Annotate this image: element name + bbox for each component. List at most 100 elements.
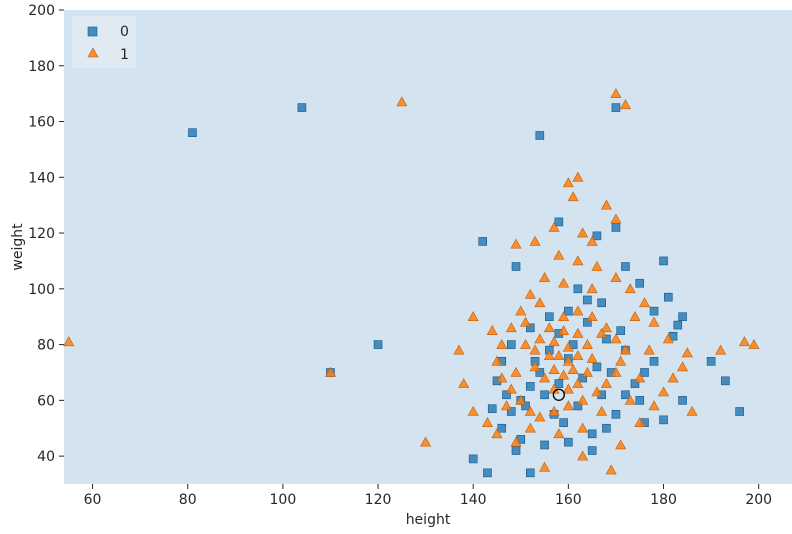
point-series-1 (548, 336, 560, 347)
y-tick-label: 180 (28, 59, 55, 75)
legend-label-0: 0 (120, 24, 129, 40)
point-series-0 (602, 423, 611, 433)
x-tick-label: 160 (555, 492, 582, 508)
point-series-1 (572, 255, 584, 266)
point-series-1 (548, 364, 560, 374)
point-series-1 (524, 405, 536, 416)
point-series-1 (624, 283, 636, 294)
point-series-0 (506, 340, 516, 349)
point-series-0 (602, 334, 611, 344)
point-series-1 (567, 364, 579, 374)
point-series-1 (505, 322, 517, 333)
point-series-1 (467, 405, 479, 416)
point-series-0 (468, 454, 478, 464)
point-series-0 (583, 317, 592, 327)
point-series-1 (624, 394, 636, 405)
point-series-1 (686, 405, 698, 416)
point-series-0 (545, 312, 554, 322)
x-tick-label: 60 (84, 492, 102, 508)
point-series-0 (526, 468, 535, 478)
point-series-1 (586, 352, 598, 363)
point-series-0 (559, 418, 568, 427)
point-series-1 (548, 221, 560, 232)
point-series-1 (572, 305, 584, 316)
point-series-1 (581, 338, 593, 349)
point-series-0 (573, 401, 583, 411)
point-series-1 (634, 417, 646, 427)
point-series-0 (592, 362, 602, 372)
point-series-1 (458, 378, 470, 388)
annotation-group (552, 388, 565, 401)
point-series-1 (681, 347, 693, 358)
point-series-1 (648, 316, 660, 327)
x-tick-label: 100 (270, 492, 297, 508)
point-series-1 (558, 277, 570, 288)
y-tick-label: 40 (37, 449, 55, 465)
x-tick-label: 140 (460, 492, 487, 508)
point-series-1 (600, 199, 612, 210)
point-series-1 (577, 394, 589, 405)
point-series-0 (540, 390, 549, 400)
point-series-1 (615, 355, 627, 366)
point-series-0 (621, 390, 630, 400)
point-series-1 (586, 311, 598, 322)
point-series-0 (487, 404, 497, 414)
legend-marker-triangle (87, 47, 99, 58)
point-series-1 (586, 235, 598, 246)
highlight-circle-marker (552, 388, 565, 401)
point-series-1 (567, 191, 579, 202)
legend-entry-1: 1 (87, 47, 129, 63)
point-series-0 (592, 231, 602, 241)
point-series-1 (562, 400, 574, 411)
point-series-1 (715, 344, 727, 355)
point-series-0 (297, 103, 307, 112)
point-series-0 (583, 295, 592, 305)
point-series-1 (515, 394, 527, 405)
y-tick-label: 160 (28, 115, 55, 131)
point-series-1 (610, 272, 622, 282)
y-tick-label: 120 (28, 226, 55, 242)
x-axis-title: height (406, 512, 451, 528)
point-series-1 (529, 344, 541, 355)
point-series-1 (600, 378, 612, 388)
point-series-1 (515, 305, 527, 316)
point-series-1 (524, 422, 536, 433)
point-series-1 (324, 366, 336, 377)
x-tick-group: 60 80 100 120 140 160 180 200 (84, 484, 772, 508)
point-series-1 (491, 428, 503, 439)
y-tick-label: 140 (28, 170, 55, 186)
data-points (63, 88, 760, 478)
point-series-0 (621, 262, 630, 271)
y-tick-label: 200 (28, 3, 55, 19)
point-series-1 (420, 436, 432, 447)
point-series-1 (577, 227, 589, 238)
legend-entry-0: 0 (87, 24, 129, 40)
point-series-1 (629, 311, 641, 322)
point-series-0 (678, 396, 687, 405)
point-series-1 (496, 372, 508, 383)
point-series-1 (496, 338, 508, 349)
point-series-1 (662, 333, 674, 344)
point-series-0 (649, 306, 659, 316)
point-series-1 (738, 336, 750, 347)
point-series-0 (611, 223, 621, 232)
point-series-0 (511, 262, 521, 271)
point-series-0 (497, 423, 507, 433)
point-series-1 (658, 386, 670, 397)
point-series-1 (63, 336, 75, 347)
point-series-1 (481, 417, 493, 427)
point-series-1 (548, 405, 560, 416)
point-series-1 (558, 325, 570, 335)
point-series-1 (667, 372, 679, 383)
point-series-1 (524, 288, 536, 299)
point-series-1 (596, 405, 608, 416)
point-series-1 (596, 327, 608, 338)
point-series-1 (572, 350, 584, 361)
y-tick-label: 60 (37, 393, 55, 409)
point-series-0 (611, 103, 621, 112)
point-series-1 (572, 171, 584, 182)
point-series-1 (396, 96, 408, 107)
point-series-1 (562, 355, 574, 366)
point-series-0 (721, 376, 730, 386)
